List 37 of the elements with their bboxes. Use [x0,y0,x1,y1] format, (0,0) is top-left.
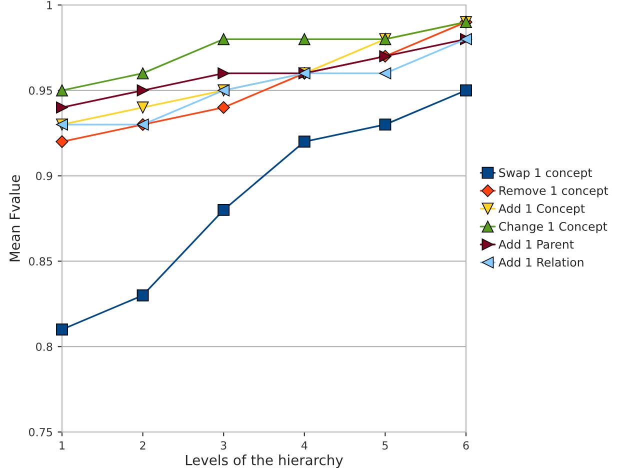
legend-label: Add 1 Relation [498,258,584,267]
y-tick-label: 0.95 [28,86,52,95]
point [218,204,230,216]
x-tick-label: 3 [220,441,226,450]
legend-label: Swap 1 concept [499,168,592,180]
point [298,136,310,148]
point [217,101,230,114]
point [460,84,472,96]
y-tick-label: 0.8 [36,342,52,351]
legend-label: Change 1 Concept [499,222,608,234]
legend-label: Add 1 Parent [498,240,574,249]
legend-label: Remove 1 concept [500,186,608,198]
x-tick-label: 6 [463,441,469,450]
point [136,84,149,96]
point [379,118,392,131]
point [136,102,149,114]
x-axis-title: Levels of the hierarchy [186,454,343,468]
point [136,67,149,80]
y-tick-label: 0.85 [28,257,52,266]
point [379,67,392,80]
point [56,102,68,114]
x-tick-label: 2 [140,441,146,450]
point [218,67,230,80]
point [56,324,68,336]
x-tick-label: 1 [60,441,65,450]
y-tick-label: 0.9 [36,172,52,180]
legend-label: Add 1 Concept [498,204,585,216]
x-tick-label: 5 [382,441,388,450]
y-tick-label: 0.75 [28,428,52,436]
y-tick-label: 1 [47,1,52,10]
point [298,33,310,46]
y-axis-title: Mean Fvalue [9,175,20,262]
x-tick-label: 4 [301,441,308,450]
point [136,289,149,302]
point [218,33,230,46]
point [56,135,68,148]
point [56,84,68,96]
